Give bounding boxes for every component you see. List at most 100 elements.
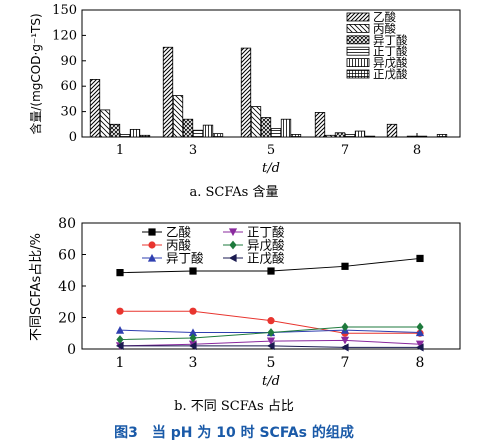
bar bbox=[334, 132, 346, 138]
bar bbox=[436, 134, 448, 138]
bar bbox=[416, 135, 428, 138]
bar bbox=[250, 106, 262, 138]
legend-marker bbox=[229, 240, 237, 250]
data-point bbox=[341, 322, 349, 332]
legend-swatch bbox=[346, 58, 370, 67]
y-tick-label: 30 bbox=[60, 105, 77, 120]
legend-swatch bbox=[346, 46, 370, 56]
subcaption-a: a. SCFAs 含量 bbox=[190, 184, 279, 200]
bar bbox=[192, 129, 204, 138]
x-tick-label: 7 bbox=[341, 355, 350, 371]
y-tick-label: 0 bbox=[69, 130, 77, 145]
bar bbox=[240, 47, 252, 138]
data-point bbox=[116, 269, 124, 277]
bar bbox=[290, 134, 302, 138]
data-point bbox=[267, 328, 275, 337]
bar bbox=[354, 130, 366, 138]
legend-label: 正丁酸 bbox=[373, 44, 408, 58]
bar bbox=[139, 134, 151, 138]
legend-marker bbox=[228, 253, 237, 263]
data-point bbox=[267, 267, 275, 275]
legend-label: 异丁酸 bbox=[166, 251, 204, 266]
bar bbox=[406, 135, 418, 138]
data-point bbox=[116, 307, 124, 315]
x-tick-label: 5 bbox=[267, 355, 276, 371]
x-tick-label: 1 bbox=[116, 143, 124, 158]
data-point bbox=[415, 340, 425, 349]
subcaption-b: b. 不同 SCFAs 占比 bbox=[174, 399, 294, 414]
bar bbox=[89, 79, 101, 138]
data-point bbox=[188, 328, 198, 337]
bar bbox=[324, 134, 336, 138]
y-tick-label: 60 bbox=[58, 248, 76, 264]
x-axis-label: t/d bbox=[262, 374, 280, 389]
legend-label: 正戊酸 bbox=[247, 251, 285, 266]
x-tick-label: 1 bbox=[116, 355, 125, 371]
x-tick-label: 3 bbox=[189, 355, 198, 371]
bar-series-group bbox=[89, 46, 448, 138]
legend-label: 丙酸 bbox=[373, 21, 396, 35]
bar bbox=[270, 128, 282, 138]
data-point bbox=[115, 326, 125, 334]
y-tick-label: 40 bbox=[58, 279, 76, 295]
bar bbox=[129, 128, 141, 138]
data-point bbox=[115, 341, 124, 350]
legend-swatch bbox=[346, 12, 370, 22]
x-axis-label: t/d bbox=[262, 161, 280, 176]
legend-label: 丙酸 bbox=[166, 238, 192, 253]
legend-label: 异戊酸 bbox=[247, 238, 285, 253]
bar bbox=[280, 118, 292, 138]
data-point bbox=[415, 343, 424, 352]
data-point bbox=[341, 262, 349, 270]
data-point bbox=[189, 267, 197, 275]
data-point bbox=[267, 317, 275, 325]
y-tick-label: 120 bbox=[52, 28, 77, 43]
legend-marker bbox=[228, 228, 238, 237]
legend-swatch bbox=[346, 35, 370, 45]
legend-label: 异戊酸 bbox=[373, 56, 408, 70]
y-tick-label: 0 bbox=[67, 342, 76, 358]
bar bbox=[119, 134, 131, 138]
legend-label: 乙酸 bbox=[373, 10, 396, 24]
x-tick-label: 5 bbox=[267, 143, 275, 158]
y-tick-label: 60 bbox=[60, 79, 77, 94]
y-axis-label: 含量/(mgCOD·g⁻¹TS) bbox=[28, 13, 43, 134]
y-axis: 0 20 40 60 80 bbox=[58, 216, 86, 358]
bar bbox=[172, 95, 184, 138]
x-tick-label: 3 bbox=[189, 143, 197, 158]
data-point bbox=[189, 333, 197, 343]
bar bbox=[386, 123, 398, 138]
line-series-group bbox=[115, 254, 425, 352]
x-tick-label: 8 bbox=[416, 355, 425, 371]
y-tick-label: 80 bbox=[58, 216, 76, 232]
data-point bbox=[340, 336, 350, 345]
y-tick-label: 150 bbox=[52, 3, 77, 18]
bar bbox=[109, 123, 121, 138]
legend-label: 异丁酸 bbox=[373, 33, 408, 47]
data-point bbox=[415, 328, 425, 337]
legend-swatch bbox=[346, 23, 370, 33]
data-point bbox=[416, 322, 424, 332]
data-point bbox=[188, 341, 197, 350]
x-tick-label: 8 bbox=[413, 143, 421, 158]
data-point bbox=[116, 335, 124, 344]
legend-marker bbox=[148, 241, 156, 249]
y-axis-label: 不同SCFAs占比/% bbox=[29, 233, 44, 341]
bar bbox=[202, 124, 214, 138]
legend-swatch bbox=[346, 69, 370, 79]
legend-marker bbox=[147, 253, 157, 262]
legend-label: 乙酸 bbox=[166, 225, 192, 240]
bar bbox=[260, 117, 272, 138]
data-point bbox=[266, 337, 276, 346]
data-point bbox=[340, 343, 349, 352]
data-point bbox=[266, 341, 275, 350]
bar bbox=[99, 109, 111, 138]
bar bbox=[182, 118, 194, 138]
y-axis: 0 30 60 90 120 150 bbox=[52, 3, 86, 145]
legend-label: 正戊酸 bbox=[373, 67, 408, 81]
